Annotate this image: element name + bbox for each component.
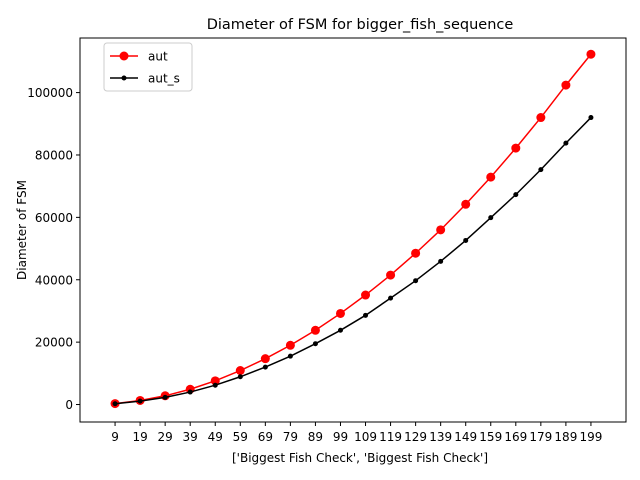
- data-point: [513, 192, 519, 198]
- data-point: [162, 394, 168, 400]
- data-point: [461, 199, 471, 209]
- data-point: [337, 327, 343, 333]
- plot-frame: [79, 37, 627, 423]
- x-axis-label: ['Biggest Fish Check', 'Biggest Fish Che…: [232, 451, 488, 465]
- y-tick-label: 20000: [35, 336, 73, 350]
- legend-item: aut_s: [110, 72, 180, 86]
- x-tick-label: 59: [233, 430, 248, 444]
- y-tick-label: 40000: [35, 273, 73, 287]
- y-tick-label: 100000: [27, 86, 73, 100]
- series-line: [114, 53, 592, 405]
- data-point: [586, 49, 596, 59]
- data-point: [112, 401, 118, 407]
- data-point: [588, 115, 594, 121]
- chart-title: Diameter of FSM for bigger_fish_sequence: [207, 17, 514, 33]
- data-point: [187, 389, 193, 395]
- x-tick-label: 149: [454, 430, 477, 444]
- data-point: [262, 364, 268, 370]
- legend: aut aut_s: [103, 42, 193, 92]
- x-tick-label: 169: [504, 430, 527, 444]
- x-tick-label: 39: [183, 430, 198, 444]
- y-axis: 0 20000 40000 60000 80000 100000: [27, 86, 80, 412]
- data-point: [210, 376, 220, 386]
- x-tick-label: 109: [354, 430, 377, 444]
- x-axis: 9 19 29 39 49 59 69 79 89 99 109 119 129 139 149 159 169…: [111, 422, 602, 444]
- x-tick-label: 29: [158, 430, 173, 444]
- data-point: [413, 278, 419, 284]
- data-point: [287, 353, 293, 359]
- legend-swatch-marker: [121, 75, 127, 81]
- y-tick-label: 0: [65, 398, 73, 412]
- data-point: [436, 225, 446, 235]
- x-tick-label: 129: [404, 430, 427, 444]
- x-tick-label: 199: [579, 430, 602, 444]
- data-point: [386, 270, 396, 280]
- data-point: [212, 382, 218, 388]
- legend-item: aut: [110, 50, 168, 64]
- data-point: [363, 312, 369, 318]
- data-point: [463, 237, 469, 243]
- data-point: [285, 340, 295, 350]
- data-point: [260, 354, 270, 364]
- series-aut_s: [112, 115, 594, 407]
- x-tick-label: 49: [208, 430, 223, 444]
- legend-swatch-marker: [119, 51, 129, 61]
- plot-area: [79, 37, 627, 423]
- series-layer: [110, 49, 596, 409]
- data-point: [310, 325, 320, 335]
- data-point: [137, 398, 143, 404]
- data-point: [237, 374, 243, 380]
- series-line: [114, 117, 592, 405]
- x-tick-label: 179: [529, 430, 552, 444]
- x-tick-label: 139: [429, 430, 452, 444]
- data-point: [361, 290, 371, 300]
- data-point: [511, 143, 521, 153]
- data-point: [411, 248, 421, 258]
- data-point: [536, 113, 546, 123]
- x-tick-label: 159: [479, 430, 502, 444]
- legend-label: aut_s: [148, 72, 180, 86]
- x-tick-label: 119: [379, 430, 402, 444]
- x-tick-label: 189: [554, 430, 577, 444]
- y-tick-label: 60000: [35, 211, 73, 225]
- data-point: [438, 258, 444, 264]
- data-point: [486, 172, 496, 182]
- data-point: [488, 215, 494, 221]
- x-tick-label: 19: [132, 430, 147, 444]
- data-point: [335, 308, 345, 318]
- data-point: [561, 80, 571, 90]
- data-point: [563, 140, 569, 146]
- x-tick-label: 9: [111, 430, 119, 444]
- data-point: [388, 295, 394, 301]
- data-point: [538, 167, 544, 173]
- series-aut: [110, 49, 596, 409]
- x-tick-label: 69: [258, 430, 273, 444]
- data-point: [312, 341, 318, 347]
- legend-label: aut: [148, 50, 168, 64]
- x-tick-label: 79: [283, 430, 298, 444]
- data-point: [235, 366, 245, 376]
- x-tick-label: 89: [308, 430, 323, 444]
- x-tick-label: 99: [333, 430, 348, 444]
- y-axis-label: Diameter of FSM: [15, 180, 29, 280]
- y-tick-label: 80000: [35, 148, 73, 162]
